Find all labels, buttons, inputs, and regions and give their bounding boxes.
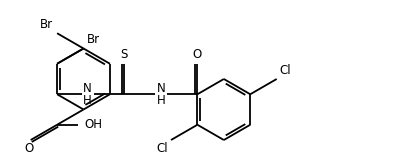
Text: S: S <box>120 48 128 61</box>
Text: O: O <box>192 48 202 61</box>
Text: Cl: Cl <box>279 64 291 77</box>
Text: N
H: N H <box>83 82 92 107</box>
Text: Br: Br <box>86 33 100 46</box>
Text: OH: OH <box>84 118 102 131</box>
Text: N
H: N H <box>156 82 165 107</box>
Text: Br: Br <box>40 18 53 31</box>
Text: Cl: Cl <box>156 142 168 155</box>
Text: O: O <box>24 142 33 155</box>
